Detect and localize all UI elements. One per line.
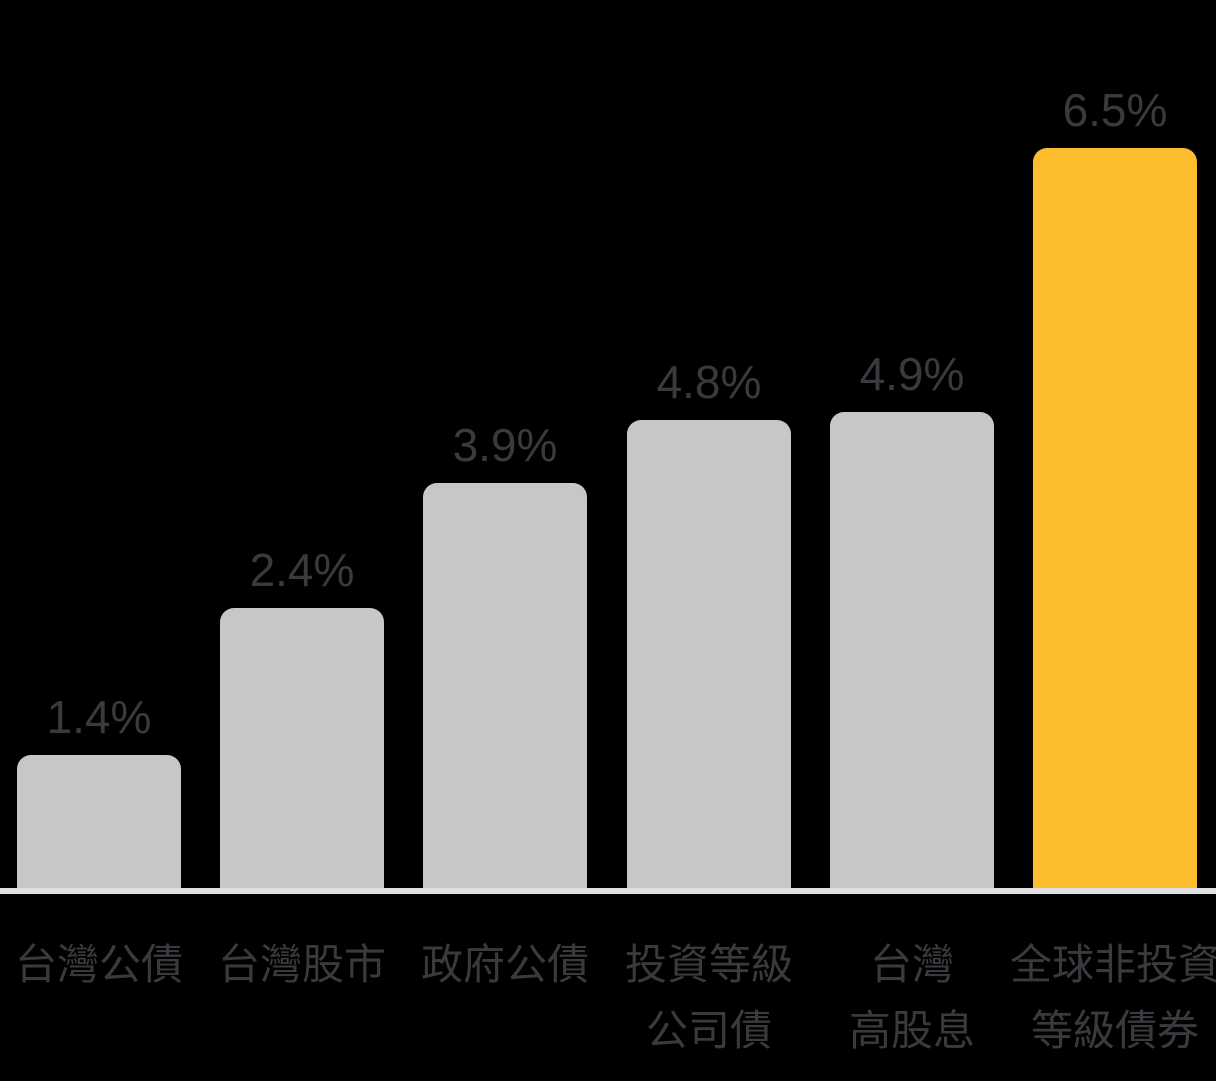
category-label: 投資等級 公司債 <box>625 932 793 1064</box>
category-label: 政府公債 <box>421 932 589 998</box>
category-label: 台灣公債 <box>15 932 183 998</box>
category-label: 台灣股市 <box>218 932 386 998</box>
bar-group-taiwan-gov-bonds: 1.4% 台灣公債 <box>15 692 183 988</box>
value-label: 4.9% <box>859 348 965 401</box>
bar-highlighted <box>1033 148 1197 888</box>
bar <box>423 483 587 888</box>
value-label: 1.4% <box>46 691 152 744</box>
bar <box>627 420 791 888</box>
category-label-line: 等級債券 <box>1030 1007 1200 1054</box>
category-label: 全球非投資 等級債券 <box>1010 932 1216 1064</box>
bar-group-taiwan-stocks: 2.4% 台灣股市 <box>218 545 386 988</box>
category-label-line: 高股息 <box>848 1007 976 1054</box>
value-label: 3.9% <box>452 419 558 472</box>
category-label-line: 台灣股市 <box>217 941 387 988</box>
value-label: 4.8% <box>656 356 762 409</box>
category-label-line: 政府公債 <box>420 941 590 988</box>
bar <box>17 755 181 888</box>
category-label-line: 台灣 <box>869 941 955 988</box>
value-label: 6.5% <box>1062 84 1168 137</box>
bar <box>830 412 994 888</box>
category-label: 台灣 高股息 <box>849 932 975 1064</box>
category-label-line: 全球非投資 <box>1009 941 1216 988</box>
bar-group-taiwan-high-dividend: 4.9% 台灣 高股息 <box>830 349 994 1054</box>
category-label-line: 投資等級 <box>624 941 794 988</box>
bar <box>220 608 384 888</box>
bar-group-government-bonds: 3.9% 政府公債 <box>421 420 589 988</box>
chart-baseline <box>0 888 1216 894</box>
value-label: 2.4% <box>249 544 355 597</box>
bar-group-investment-grade-corp-bonds: 4.8% 投資等級 公司債 <box>625 357 793 1054</box>
category-label-line: 公司債 <box>645 1007 773 1054</box>
bar-group-global-non-investment-grade-bonds: 6.5% 全球非投資 等級債券 <box>1010 85 1216 1054</box>
category-label-line: 台灣公債 <box>14 941 184 988</box>
